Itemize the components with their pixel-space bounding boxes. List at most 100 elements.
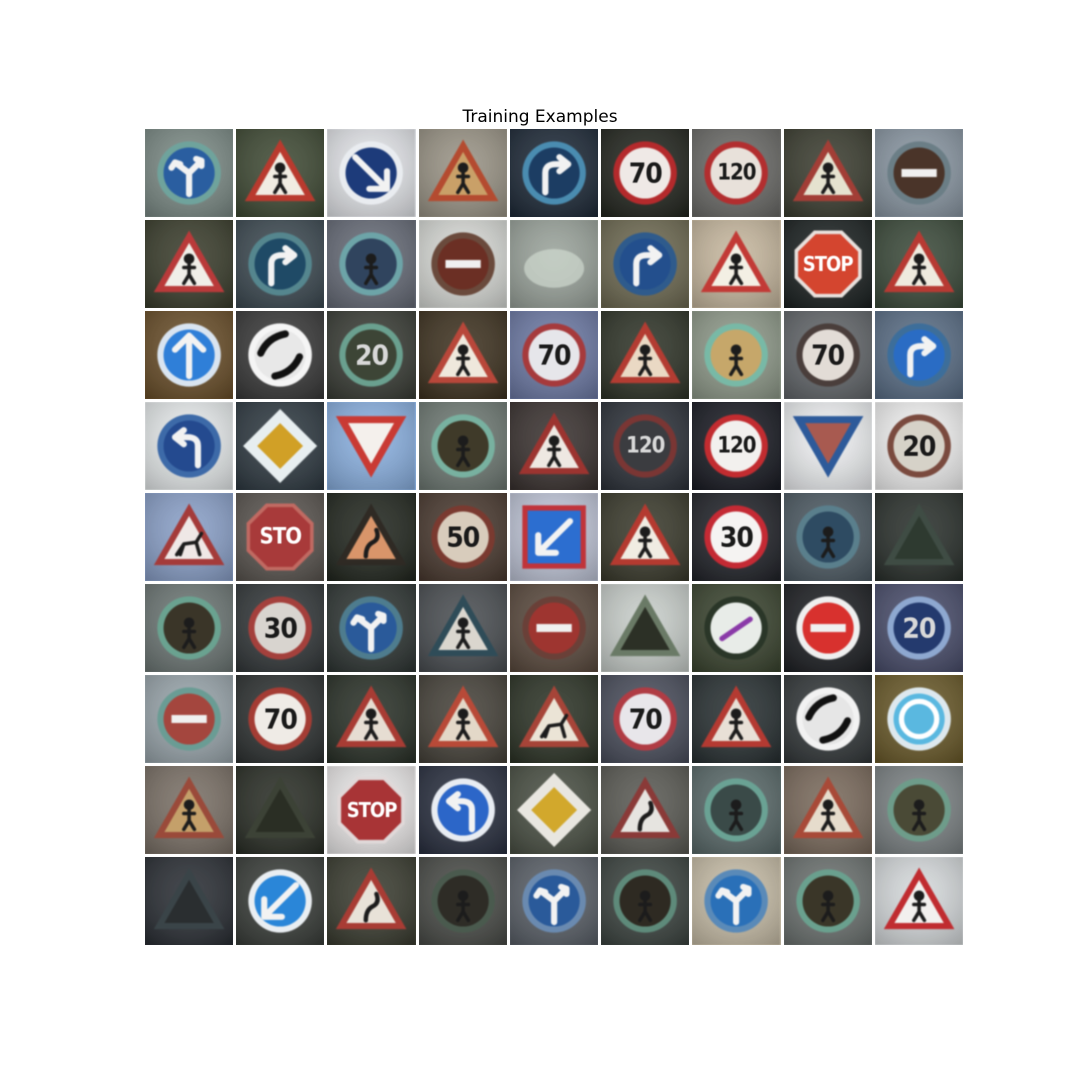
sign-thumbnail [874,675,963,763]
sign-thumbnail [145,493,234,581]
sign-shape [509,766,599,854]
sign-shape [692,766,781,854]
sign-thumbnail [601,584,690,672]
sign-shape [236,857,325,945]
sign-thumbnail [145,766,234,854]
sign-thumbnail [327,493,416,581]
sign-thumbnail [783,584,872,672]
sign-shape [236,675,325,763]
sign-thumbnail: 120 [692,402,781,490]
sign-shape [236,311,325,399]
sign-shape [145,584,234,672]
sign-thumbnail [418,402,507,490]
sign-shape [874,493,963,581]
sign-thumbnail [692,857,781,945]
sign-thumbnail [509,584,599,672]
sign-shape [418,402,507,490]
sign-thumbnail [874,857,963,945]
sign-thumbnail: STOP [327,766,416,854]
sign-thumbnail [874,311,963,399]
sign-thumbnail [783,493,872,581]
sign-shape [327,493,416,581]
sign-shape [145,766,234,854]
sign-thumbnail: 70 [509,311,599,399]
sign-thumbnail [509,766,599,854]
sign-thumbnail [874,493,963,581]
sign-thumbnail: 30 [236,584,325,672]
sign-shape [509,129,599,217]
sign-thumbnail [509,220,599,308]
sign-shape [601,857,690,945]
sign-thumbnail [327,675,416,763]
sign-shape [327,675,416,763]
sign-thumbnail: 70 [783,311,872,399]
sign-shape [601,675,690,763]
sign-shape [783,766,872,854]
sign-thumbnail [145,311,234,399]
sign-shape [145,220,234,308]
sign-shape [874,129,963,217]
sign-thumbnail [327,402,416,490]
sign-shape [418,311,507,399]
sign-shape [327,311,416,399]
sign-thumbnail: 120 [692,129,781,217]
image-grid: 70 120 STOP 20 70 70 120 120 20 STO 50 30 30 20 70 70 ST… [145,129,963,945]
sign-thumbnail [509,675,599,763]
sign-shape [145,311,234,399]
sign-shape [509,857,599,945]
sign-shape [327,584,416,672]
sign-thumbnail [418,220,507,308]
sign-shape [236,129,325,217]
sign-thumbnail [692,675,781,763]
sign-shape [236,584,325,672]
sign-shape [692,493,781,581]
sign-thumbnail [145,584,234,672]
sign-shape [509,311,599,399]
sign-thumbnail: 20 [327,311,416,399]
sign-shape [418,584,507,672]
sign-shape [601,311,690,399]
sign-shape [692,857,781,945]
sign-shape [601,493,690,581]
sign-shape [236,220,325,308]
sign-shape [692,129,781,217]
sign-shape [783,402,872,490]
sign-thumbnail [874,766,963,854]
sign-shape [783,857,872,945]
sign-thumbnail [692,220,781,308]
sign-thumbnail [509,857,599,945]
sign-shape [327,220,416,308]
sign-shape [783,129,872,217]
sign-shape [692,220,781,308]
figure-title: Training Examples [462,107,618,127]
sign-shape [874,766,963,854]
sign-thumbnail: 70 [236,675,325,763]
sign-thumbnail [145,857,234,945]
sign-shape [509,402,599,490]
sign-shape [783,493,872,581]
sign-thumbnail [783,402,872,490]
sign-shape [236,402,325,490]
sign-shape [601,402,690,490]
sign-thumbnail [418,129,507,217]
sign-thumbnail [783,675,872,763]
sign-thumbnail [236,766,325,854]
sign-thumbnail [236,220,325,308]
sign-thumbnail [418,675,507,763]
sign-thumbnail: STOP [783,220,872,308]
sign-thumbnail: 50 [418,493,507,581]
sign-thumbnail [236,311,325,399]
sign-thumbnail: 20 [874,402,963,490]
sign-thumbnail [601,311,690,399]
sign-shape [418,220,507,308]
sign-shape [874,857,963,945]
sign-thumbnail [145,129,234,217]
sign-thumbnail [145,220,234,308]
sign-thumbnail [692,584,781,672]
sign-thumbnail [418,584,507,672]
sign-shape [327,766,416,854]
sign-shape [783,675,872,763]
sign-thumbnail [783,766,872,854]
sign-shape [874,675,963,763]
sign-shape [509,675,599,763]
